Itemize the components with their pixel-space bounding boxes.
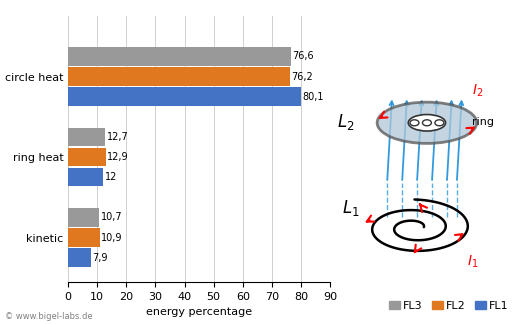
- Text: 12: 12: [104, 172, 117, 182]
- Text: $L_1$: $L_1$: [342, 198, 360, 218]
- Text: © www.bigel-labs.de: © www.bigel-labs.de: [5, 312, 93, 321]
- Text: 12,9: 12,9: [107, 152, 129, 162]
- Text: $L_2$: $L_2$: [337, 111, 355, 132]
- Bar: [68, 208, 99, 227]
- Text: ring: ring: [472, 117, 494, 127]
- Bar: [68, 168, 103, 187]
- Text: 7,9: 7,9: [93, 253, 108, 263]
- X-axis label: energy percentage: energy percentage: [146, 307, 252, 317]
- Text: 12,7: 12,7: [106, 132, 128, 142]
- Text: 80,1: 80,1: [303, 92, 324, 102]
- Text: 10,7: 10,7: [101, 213, 122, 223]
- Text: 76,6: 76,6: [292, 52, 314, 62]
- Bar: [68, 249, 91, 267]
- Text: 10,9: 10,9: [101, 233, 123, 243]
- Bar: [68, 148, 106, 166]
- Bar: [68, 128, 105, 146]
- Text: $I_1$: $I_1$: [467, 253, 478, 270]
- Text: 76,2: 76,2: [291, 72, 313, 82]
- Bar: [68, 47, 291, 66]
- Ellipse shape: [408, 114, 445, 131]
- Bar: [68, 67, 290, 86]
- Bar: [68, 228, 100, 247]
- Text: $I_2$: $I_2$: [472, 83, 483, 99]
- Legend: FL3, FL2, FL1: FL3, FL2, FL1: [384, 296, 513, 315]
- Bar: [68, 87, 301, 106]
- Ellipse shape: [377, 102, 477, 144]
